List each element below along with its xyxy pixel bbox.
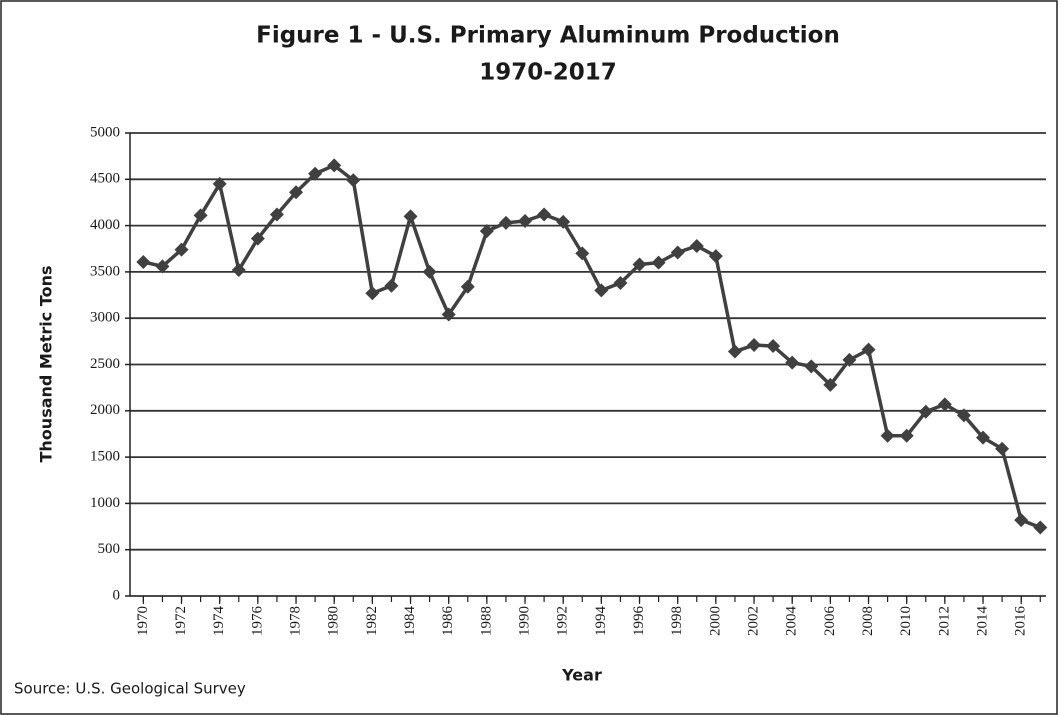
x-tick-label: 1980 (326, 606, 342, 636)
data-point (498, 215, 513, 230)
data-point (651, 255, 666, 270)
x-tick-label: 1998 (669, 606, 685, 636)
data-point (460, 279, 475, 294)
data-point (422, 264, 437, 279)
data-point (479, 224, 494, 239)
x-tick-label: 2006 (822, 606, 838, 637)
x-tick-label: 2008 (860, 606, 876, 636)
x-tick-label: 2010 (898, 606, 914, 636)
data-point (136, 254, 151, 269)
data-point (956, 408, 971, 423)
x-tick-label: 1992 (555, 606, 571, 636)
x-tick-label: 2000 (707, 606, 723, 636)
data-point (403, 209, 418, 224)
data-point (670, 245, 685, 260)
y-tick-label: 3000 (90, 310, 120, 326)
data-point (689, 238, 704, 253)
chart-subtitle: 1970-2017 (479, 60, 617, 86)
data-point (174, 242, 189, 257)
data-point (613, 276, 628, 291)
chart-title: Figure 1 - U.S. Primary Aluminum Product… (256, 23, 840, 49)
data-point (384, 278, 399, 293)
data-point (155, 259, 170, 274)
x-tick-label: 1986 (440, 606, 456, 637)
data-point (708, 249, 723, 264)
x-tick-label: 2012 (936, 606, 952, 636)
data-point (346, 173, 361, 188)
x-axis-label: Year (561, 666, 602, 685)
data-point (308, 166, 323, 181)
data-point (193, 208, 208, 223)
x-tick-label: 1976 (249, 606, 265, 637)
x-tick-label: 1972 (173, 606, 189, 636)
data-point (250, 231, 265, 246)
data-point (231, 263, 246, 278)
y-tick-label: 0 (113, 587, 121, 603)
data-point (766, 338, 781, 353)
data-point (880, 428, 895, 443)
source-note: Source: U.S. Geological Survey (14, 680, 246, 698)
data-point (899, 428, 914, 443)
y-tick-label: 500 (98, 541, 121, 557)
y-tick-label: 4500 (90, 171, 120, 187)
y-tick-label: 2500 (90, 356, 120, 372)
x-tick-label: 2016 (1013, 606, 1029, 637)
x-tick-label: 1970 (135, 606, 151, 636)
data-point (269, 207, 284, 222)
data-point (556, 214, 571, 229)
data-point (995, 441, 1010, 456)
x-tick-label: 1994 (593, 606, 609, 637)
x-tick-label: 1974 (211, 606, 227, 637)
y-axis-label: Thousand Metric Tons (37, 266, 56, 463)
data-point (575, 246, 590, 261)
x-tick-label: 2004 (784, 606, 800, 637)
y-tick-label: 5000 (90, 124, 120, 140)
y-tick-label: 1500 (90, 449, 120, 465)
x-tick-label: 2014 (974, 606, 990, 637)
x-tick-label: 1978 (287, 606, 303, 636)
data-point (537, 207, 552, 222)
data-point (1033, 520, 1048, 535)
data-point (823, 377, 838, 392)
data-point (937, 397, 952, 412)
data-point (861, 342, 876, 357)
data-point (518, 213, 533, 228)
data-point (785, 355, 800, 370)
x-tick-label: 2002 (745, 606, 761, 636)
data-point (804, 359, 819, 374)
data-point (594, 283, 609, 298)
data-point (976, 430, 991, 445)
x-tick-label: 1984 (402, 606, 418, 637)
data-point (727, 344, 742, 359)
data-point (327, 158, 342, 173)
x-tick-label: 1990 (516, 606, 532, 636)
data-point (289, 185, 304, 200)
data-point (441, 307, 456, 322)
x-tick-label: 1988 (478, 606, 494, 636)
data-point (632, 257, 647, 272)
data-point (365, 286, 380, 301)
data-point (918, 404, 933, 419)
y-tick-label: 3500 (90, 263, 120, 279)
y-tick-label: 4000 (90, 217, 120, 233)
data-point (842, 352, 857, 367)
y-tick-label: 1000 (90, 495, 120, 511)
data-point (212, 176, 227, 191)
x-tick-label: 1996 (631, 606, 647, 637)
y-tick-label: 2000 (90, 402, 120, 418)
x-tick-label: 1982 (364, 606, 380, 636)
data-point (747, 338, 762, 353)
data-point (1014, 513, 1029, 528)
